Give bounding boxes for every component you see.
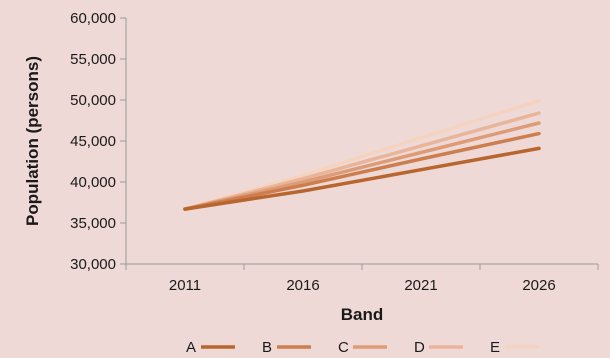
y-tick-label: 60,000 (70, 10, 116, 27)
x-tick-label: 2011 (169, 277, 201, 294)
legend-label-a: A (186, 339, 196, 356)
series-line-b (183, 131, 541, 211)
series-line-a (183, 146, 541, 211)
y-axis: 30,000 35,000 40,000 45,000 50,000 55,000 60,0… (70, 10, 127, 273)
y-axis-title: Population (persons) (23, 56, 42, 226)
y-tick-label: 35,000 (70, 215, 116, 232)
legend-label-b: B (262, 339, 272, 356)
x-axis-title: Band (341, 305, 384, 324)
series-line-d (183, 111, 541, 211)
series-lines (183, 99, 541, 211)
legend-label-d: D (414, 339, 425, 356)
x-tick-label: 2016 (286, 277, 319, 294)
y-tick-label: 45,000 (70, 133, 116, 150)
x-tick-label: 2021 (404, 277, 437, 294)
legend-label-c: C (338, 339, 349, 356)
y-tick-label: 55,000 (70, 51, 116, 68)
x-tick-label: 2026 (522, 277, 555, 294)
x-axis: 2011 2016 2021 2026 (125, 263, 599, 294)
y-tick-label: 50,000 (70, 92, 116, 109)
y-tick-label: 30,000 (70, 256, 116, 273)
legend-label-e: E (490, 339, 500, 356)
y-tick-label: 40,000 (70, 174, 116, 191)
series-line-e (183, 99, 541, 211)
series-line-c (183, 121, 541, 211)
legend: A B C D E (186, 339, 539, 356)
